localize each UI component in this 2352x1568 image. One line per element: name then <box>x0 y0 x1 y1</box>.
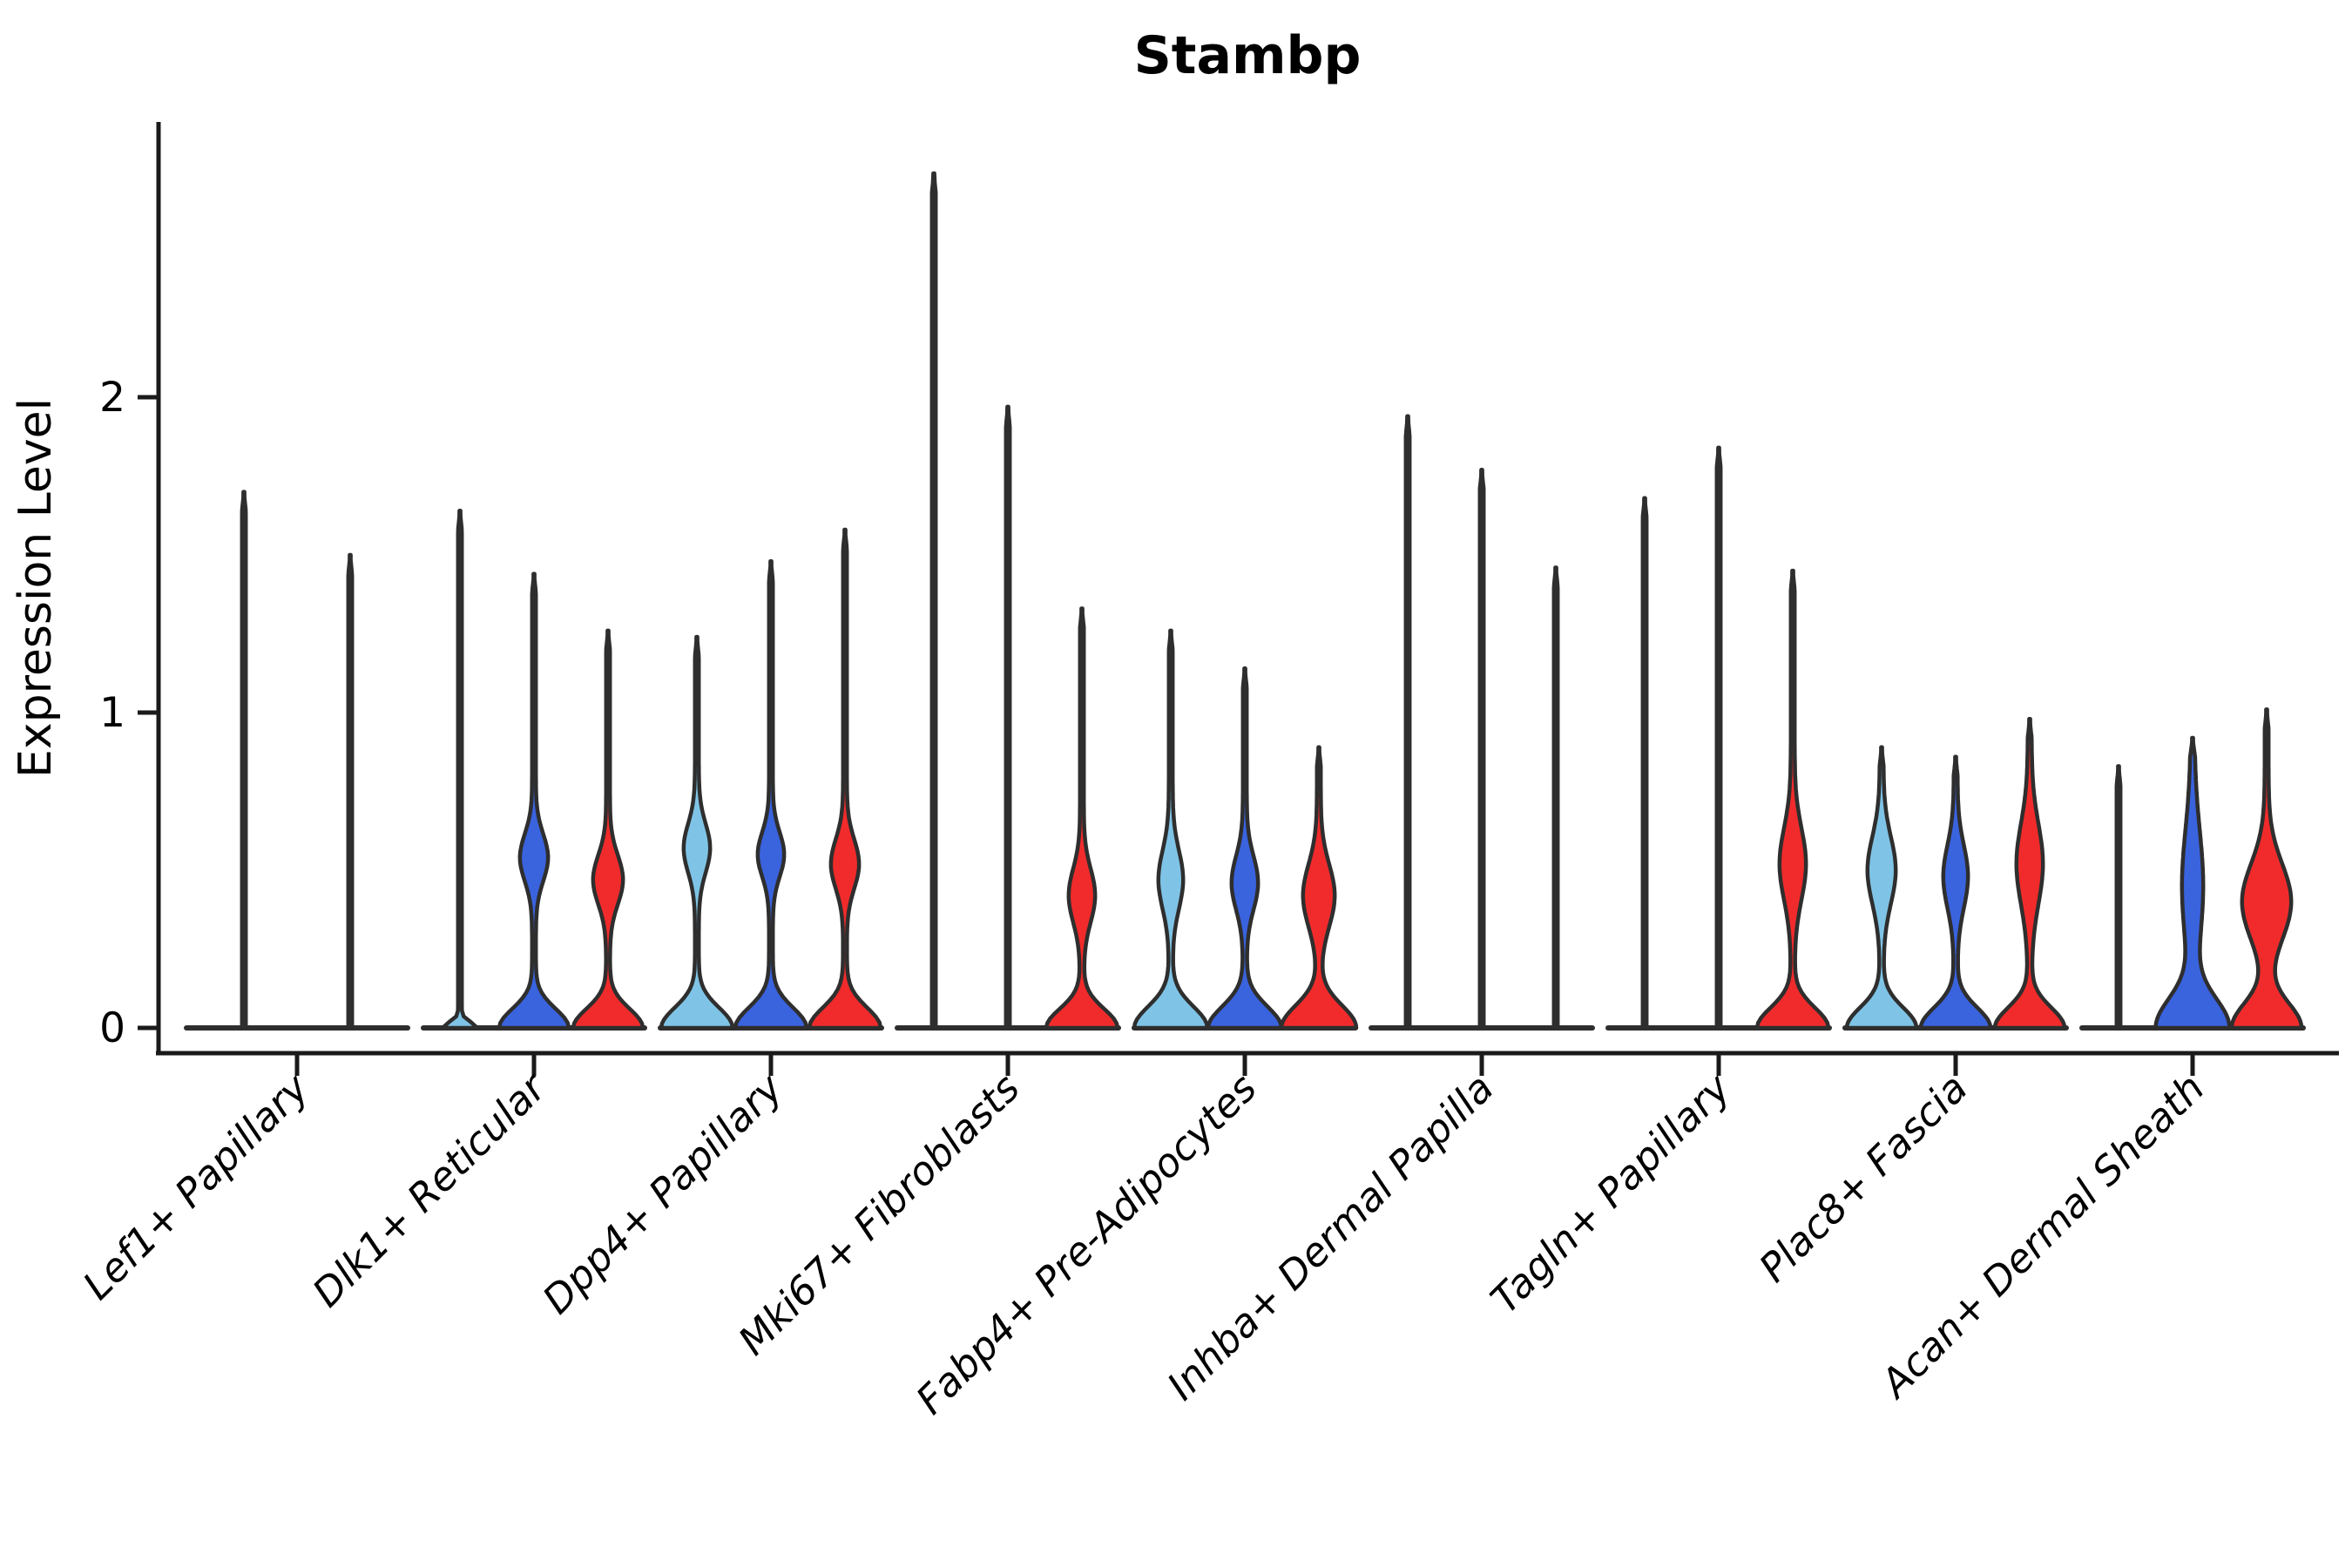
y-tick-label: 0 <box>99 1004 125 1052</box>
violin-fabp4-pre-adipocytes-dark_blue-1 <box>1206 666 1284 1031</box>
violin-group-acan-dermal-sheath <box>2079 707 2306 1031</box>
data-point <box>2115 889 2122 896</box>
violin-plac8-fascia-light_blue-0 <box>1844 745 1919 1031</box>
violin-group-mki67-fibroblasts <box>895 171 1121 1031</box>
violin-group-fabp4-pre-adipocytes <box>1132 628 1359 1031</box>
violin-group-dlk1-reticular <box>421 509 647 1031</box>
violin-dlk1-reticular-red-2 <box>571 628 645 1031</box>
violin-tagln-papillary-neutral-1 <box>1714 445 1723 1031</box>
data-point <box>2115 873 2122 880</box>
violin-dpp4-papillary-red-2 <box>807 527 883 1031</box>
violin-plac8-fascia-dark_blue-1 <box>1918 754 1993 1031</box>
violin-mki67-fibroblasts-neutral-1 <box>1004 404 1012 1031</box>
violin-lef1-papillary-neutral-0 <box>240 490 248 1031</box>
violin-group-dpp4-papillary <box>658 527 884 1031</box>
violin-group-inhba-dermal-papilla <box>1369 414 1595 1031</box>
violin-inhba-dermal-papilla-neutral-2 <box>1551 565 1560 1031</box>
data-point <box>2115 908 2122 915</box>
violin-mki67-fibroblasts-neutral-0 <box>929 171 938 1031</box>
axes: 0 1 2 <box>99 122 2339 1076</box>
violin-group-plac8-fascia <box>1842 716 2069 1031</box>
violin-mki67-fibroblasts-red-2 <box>1044 606 1120 1031</box>
violin-plac8-fascia-red-2 <box>1992 716 2067 1031</box>
violins <box>184 171 2306 1031</box>
data-point <box>2115 921 2122 927</box>
violin-dpp4-papillary-dark_blue-1 <box>733 558 809 1031</box>
violin-inhba-dermal-papilla-neutral-1 <box>1477 468 1486 1031</box>
violin-dlk1-reticular-dark_blue-1 <box>497 571 571 1031</box>
violin-fabp4-pre-adipocytes-light_blue-0 <box>1132 628 1210 1031</box>
violin-dpp4-papillary-light_blue-0 <box>659 634 735 1031</box>
chart-title: Stambp <box>1134 25 1362 86</box>
data-point <box>2115 781 2122 788</box>
violin-acan-dermal-sheath-dark_blue-1 <box>2153 735 2232 1031</box>
violin-inhba-dermal-papilla-neutral-0 <box>1403 414 1412 1031</box>
violin-group-lef1-papillary <box>184 490 410 1031</box>
violin-tagln-papillary-neutral-0 <box>1640 496 1649 1031</box>
violin-fabp4-pre-adipocytes-red-2 <box>1279 745 1359 1031</box>
violin-tagln-papillary-red-2 <box>1754 568 1831 1031</box>
violin-acan-dermal-sheath-neutral-0 <box>2114 764 2123 1031</box>
violin-dlk1-reticular-light_blue-0 <box>440 509 480 1031</box>
y-axis-label: Expression Level <box>10 398 62 778</box>
y-tick-label: 2 <box>99 374 125 422</box>
violin-acan-dermal-sheath-red-2 <box>2229 707 2304 1031</box>
violin-lef1-papillary-neutral-1 <box>346 552 355 1031</box>
y-tick-label: 1 <box>99 689 125 737</box>
violin-group-tagln-papillary <box>1605 445 1832 1031</box>
